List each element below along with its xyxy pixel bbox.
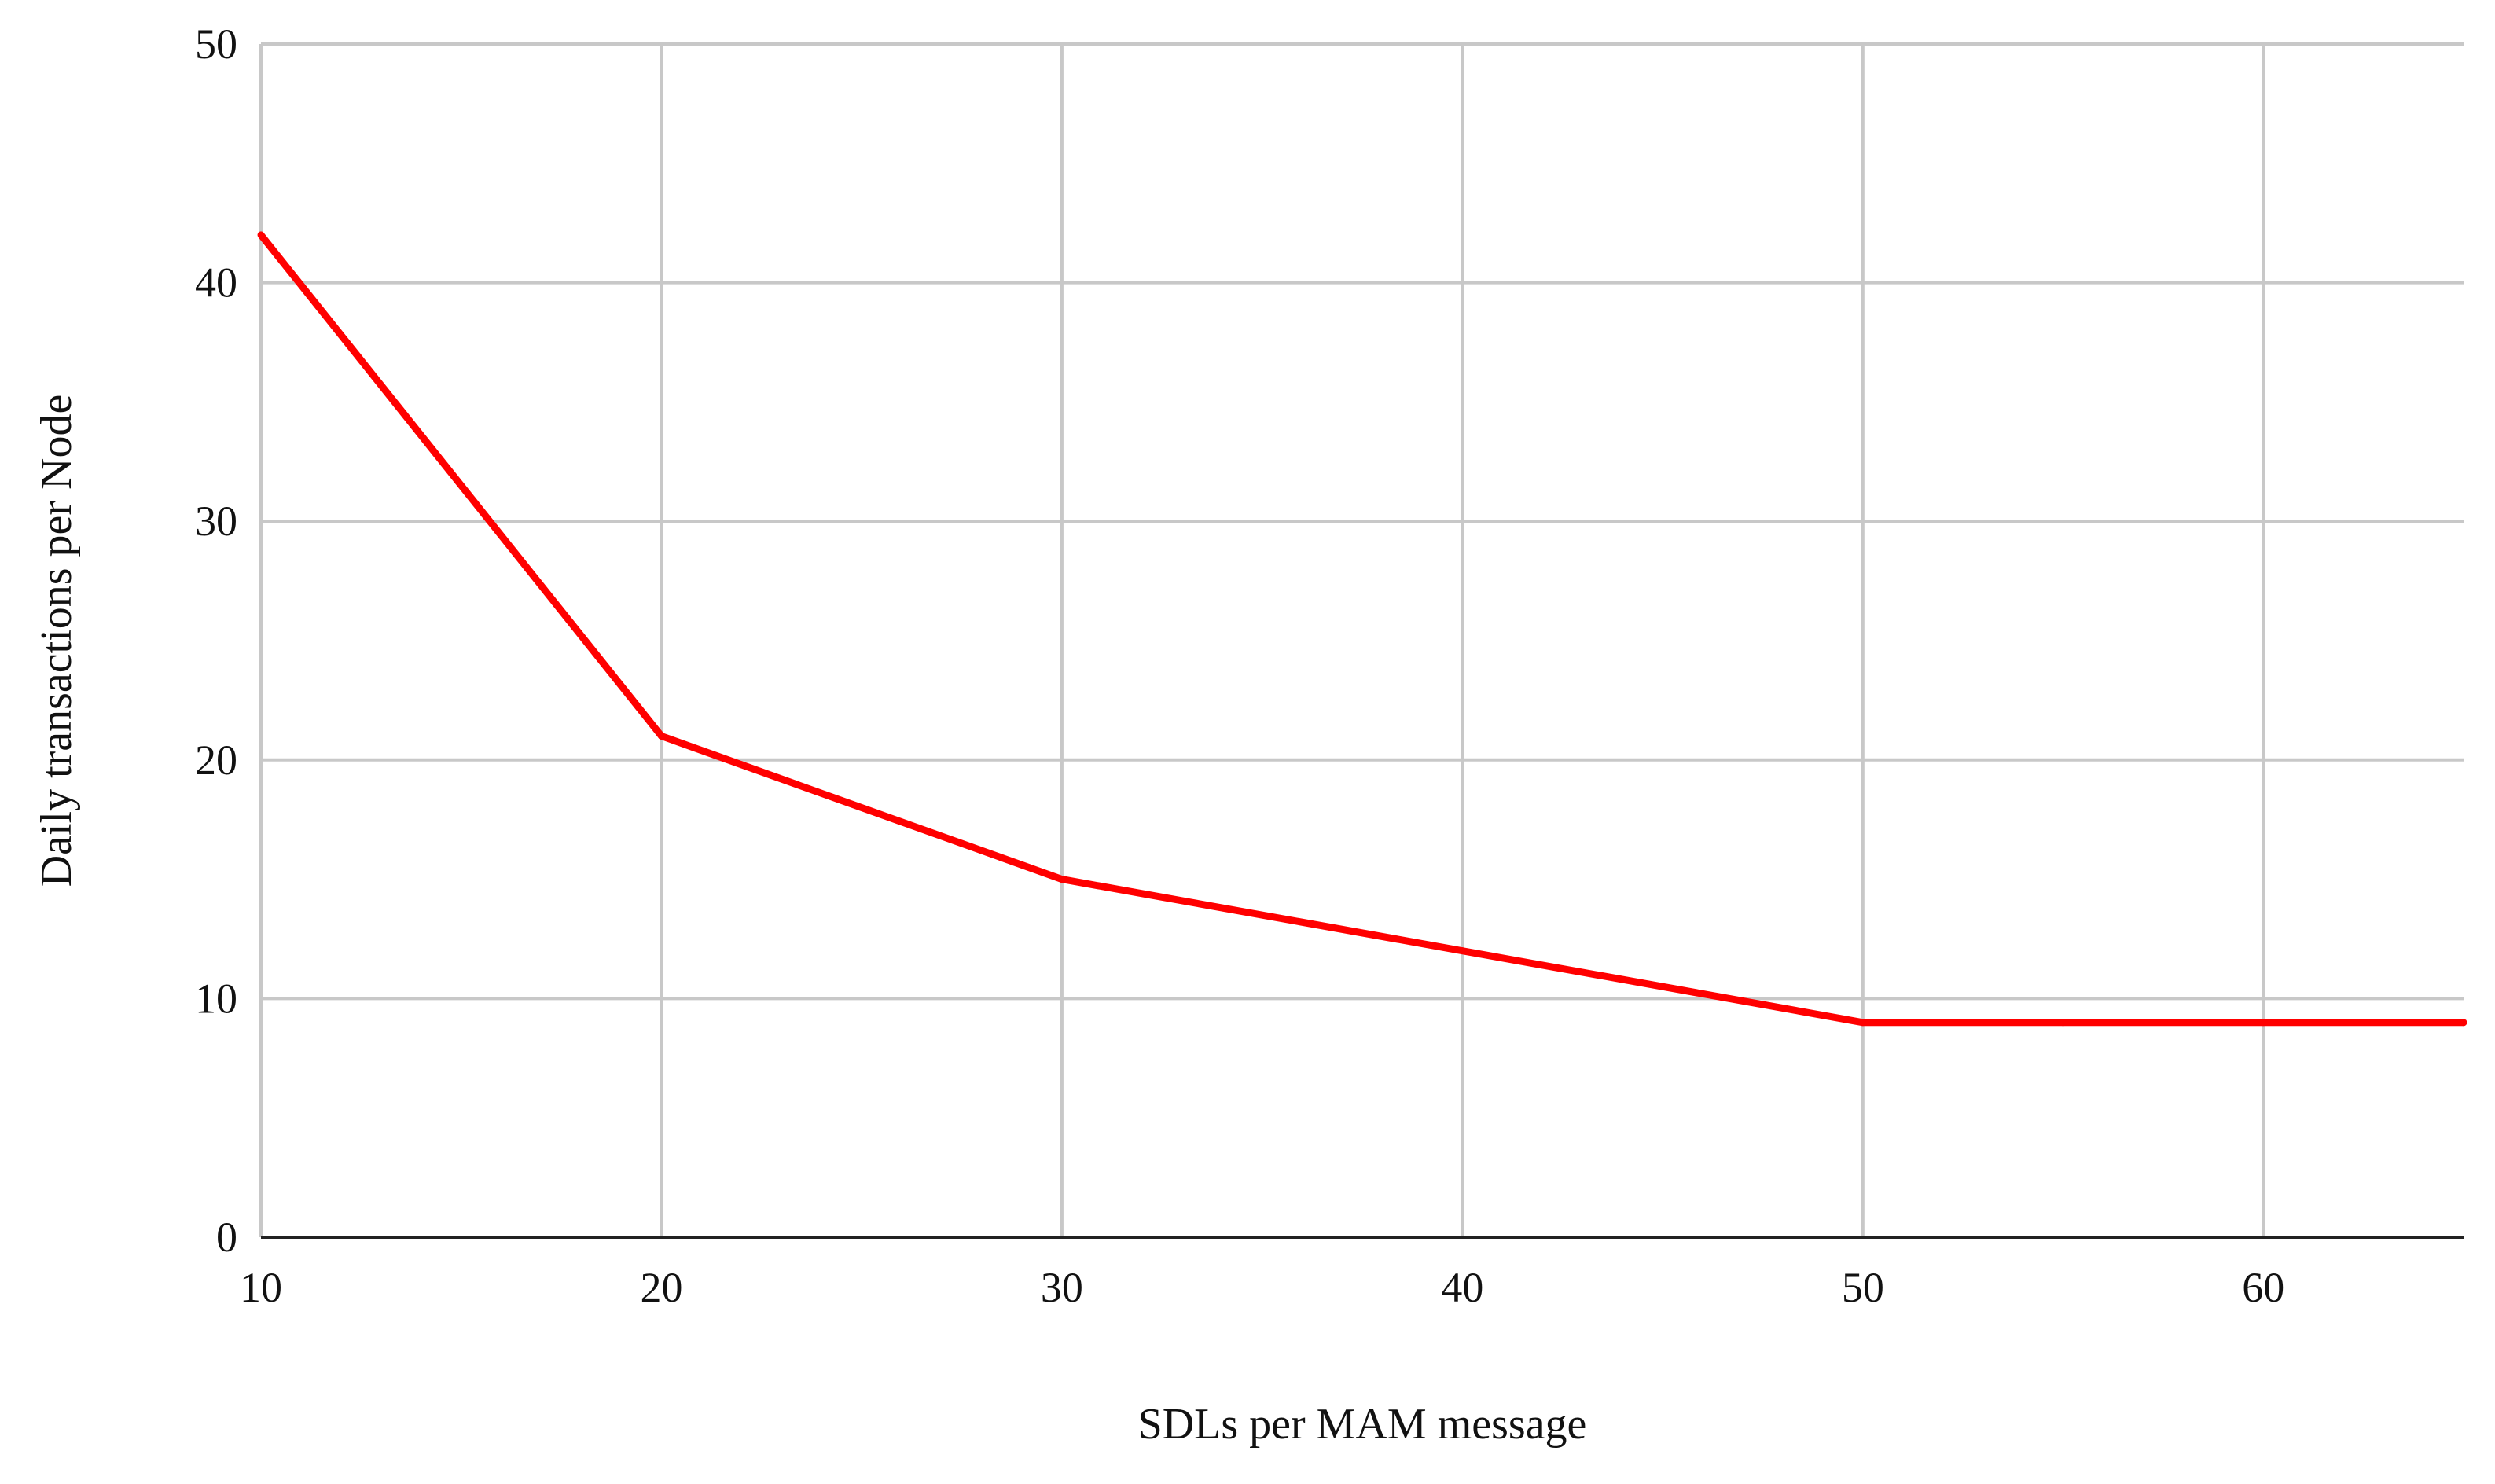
data-point — [257, 231, 265, 239]
x-axis-title: SDLs per MAM message — [1138, 1400, 1587, 1449]
data-point — [1859, 1019, 1867, 1027]
x-tick-label: 60 — [2242, 1264, 2284, 1311]
y-tick-label: 30 — [195, 498, 237, 545]
x-tick-label: 10 — [240, 1264, 282, 1311]
y-axis-title: Daily transactions per Node — [32, 395, 81, 887]
data-point — [2460, 1019, 2467, 1027]
series-line — [258, 233, 2464, 1027]
x-tick-label: 40 — [1441, 1264, 1483, 1311]
series-layer — [257, 231, 2467, 1027]
y-tick-label: 10 — [195, 975, 237, 1022]
data-point — [1458, 947, 1466, 955]
y-tick-label: 20 — [195, 736, 237, 784]
x-tick-label: 50 — [1842, 1264, 1884, 1311]
data-point — [1058, 876, 1066, 883]
y-tick-label: 50 — [195, 20, 237, 68]
x-tick-label: 20 — [640, 1264, 682, 1311]
y-tick-label: 40 — [195, 259, 237, 307]
gridlines — [259, 42, 2464, 1237]
data-point — [657, 732, 665, 740]
data-point — [2259, 1019, 2267, 1027]
y-tick-label: 0 — [216, 1214, 237, 1261]
x-tick-label: 30 — [1041, 1264, 1083, 1311]
data-point — [2060, 1019, 2067, 1027]
